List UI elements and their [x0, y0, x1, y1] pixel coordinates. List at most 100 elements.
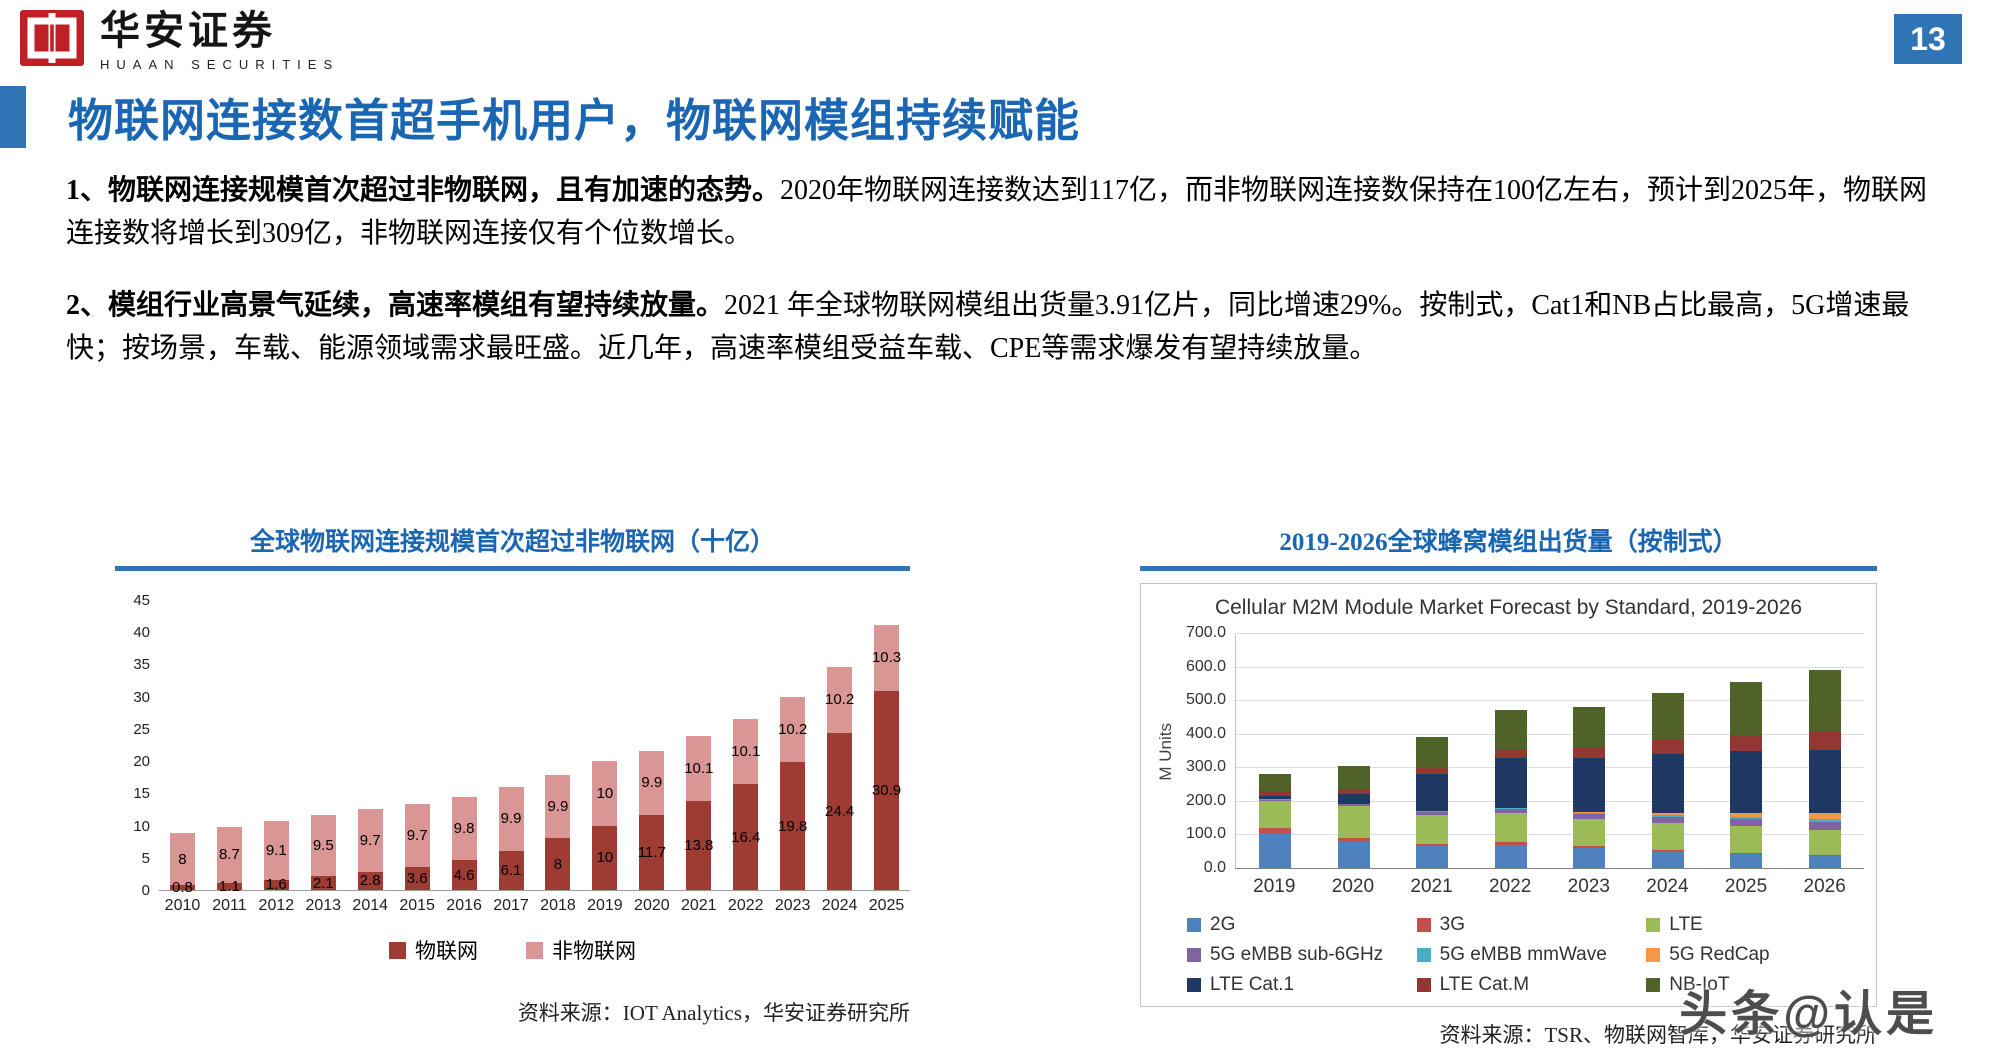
bar-column-2023: 10.2 19.8 — [769, 696, 816, 890]
y-tick: 300.0 — [1185, 758, 1226, 776]
x-tick: 2019 — [587, 897, 623, 914]
bar-segment — [1808, 821, 1841, 831]
bar-segment: 9.7 — [404, 804, 430, 867]
bar-value-label: 8.7 — [218, 846, 240, 864]
bar-segment: 1.6 — [263, 876, 289, 894]
bar-segment — [1651, 693, 1684, 741]
bar-column-2020: 9.9 11.7 — [628, 750, 675, 890]
bar-column-2024: 10.2 24.4 — [816, 667, 863, 890]
bar-segment — [1416, 774, 1449, 812]
paragraph-1-lead: 1、物联网连接规模首次超过非物联网，且有加速的态势。 — [66, 175, 781, 206]
bar-column-2011: 8.7 1.1 — [206, 826, 253, 894]
bar-column-2019: 10 10 — [581, 761, 628, 890]
legend-label: 5G eMBB mmWave — [1439, 944, 1607, 965]
bar-stack — [1730, 681, 1763, 868]
bar-segment: 10.1 — [684, 736, 713, 802]
bar-value-label: 1.1 — [218, 877, 240, 895]
legend-item: LTE Cat.1 — [1187, 974, 1417, 996]
bar-value-label: 9.8 — [453, 820, 475, 838]
legend-item: LTE — [1646, 914, 1830, 936]
bar-segment — [1337, 793, 1370, 804]
bar-stack — [1494, 710, 1527, 868]
legend-item: NB-IoT — [1646, 974, 1830, 996]
legend-swatch — [526, 941, 543, 959]
bar-value-label: 10.2 — [825, 691, 855, 709]
x-tick: 2017 — [493, 897, 529, 914]
bar-segment — [1651, 812, 1684, 815]
y-tick: 15 — [133, 785, 150, 803]
x-tick: 2022 — [1489, 876, 1532, 897]
bar-segment — [1416, 814, 1449, 844]
bar-column-2024 — [1629, 693, 1708, 868]
legend-label: 5G RedCap — [1669, 944, 1770, 965]
module-chart-inner-title: Cellular M2M Module Market Forecast by S… — [1214, 596, 1803, 619]
iot-chart-title: 全球物联网连接规模首次超过非物联网（十亿） — [249, 529, 775, 556]
bar-segment — [1494, 749, 1527, 758]
bar-stack — [1808, 669, 1841, 868]
bar-segment: 13.8 — [684, 801, 713, 890]
legend-swatch — [1187, 918, 1201, 932]
y-tick: 100.0 — [1185, 825, 1226, 843]
legend-swatch — [1416, 948, 1431, 962]
bar-segment — [1416, 812, 1449, 815]
x-tick: 2014 — [352, 897, 389, 914]
bar-segment: 2.8 — [357, 871, 383, 890]
bar-segment — [1259, 799, 1292, 800]
legend-label: 5G eMBB sub-6GHz — [1210, 944, 1384, 965]
bar-segment — [1494, 808, 1527, 810]
y-tick: 700.0 — [1185, 624, 1226, 641]
bar-segment: 3.6 — [404, 866, 430, 890]
bar-segment: 8.7 — [216, 826, 242, 883]
bar-segment — [1416, 846, 1449, 868]
bar-column-2023 — [1550, 706, 1629, 868]
bar-segment — [1573, 706, 1606, 748]
x-tick: 2019 — [1253, 876, 1296, 897]
y-tick: 35 — [133, 656, 150, 674]
iot-chart-bars: 8 0.8 8.7 1.1 9.1 1.6 9.5 2.1 9.7 2.8 9.7 3.6 9.8 4.6… — [159, 601, 910, 895]
x-tick: 2025 — [868, 897, 905, 914]
bar-stack — [1651, 693, 1684, 868]
gridline — [1236, 800, 1864, 802]
bar-segment — [1494, 809, 1527, 814]
paragraph-2-lead: 2、模组行业高景气延续，高速率模组有望持续放量。 — [66, 290, 725, 322]
bar-stack: 10 10 — [592, 761, 618, 890]
bar-segment: 24.4 — [825, 732, 854, 890]
x-tick: 2018 — [540, 897, 576, 914]
bar-segment — [1808, 749, 1841, 814]
bar-segment — [1494, 757, 1527, 808]
page-title: 物联网连接数首超手机用户，物联网模组持续赋能 — [68, 95, 1081, 146]
bar-column-2025 — [1707, 681, 1786, 868]
legend-swatch — [1416, 918, 1431, 932]
bar-segment — [1573, 813, 1606, 820]
bar-segment — [1730, 826, 1763, 853]
brand-logo: 华安证券 HUAAN SECURITIES — [20, 10, 339, 72]
bar-segment: 6.1 — [498, 850, 524, 890]
brand-text: 华安证券 HUAAN SECURITIES — [100, 10, 339, 73]
bar-column-2010: 8 0.8 — [159, 833, 206, 895]
bar-value-label: 16.4 — [731, 828, 761, 846]
bar-stack: 9.7 2.8 — [357, 809, 383, 890]
bar-stack: 10.2 24.4 — [825, 667, 855, 890]
y-tick: 25 — [133, 720, 150, 738]
bar-segment: 1.1 — [216, 879, 242, 894]
bar-column-2013: 9.5 2.1 — [300, 815, 347, 892]
bar-stack: 9.8 4.6 — [451, 797, 477, 890]
bar-segment: 9.1 — [263, 821, 289, 880]
legend-item: 非物联网 — [526, 935, 636, 965]
bar-stack: 10.3 30.9 — [872, 624, 901, 890]
bar-segment — [1808, 830, 1841, 856]
bar-segment — [1337, 804, 1370, 806]
bar-segment — [1730, 735, 1763, 751]
bar-column-2014: 9.7 2.8 — [347, 809, 394, 890]
bar-segment: 10 — [592, 825, 618, 890]
bar-value-label: 1.6 — [265, 876, 287, 894]
bar-segment — [1337, 765, 1370, 789]
bar-value-label: 2.1 — [312, 874, 334, 892]
y-tick: 10 — [133, 817, 150, 835]
watermark: 头条@认是 — [1679, 988, 1938, 1041]
bar-stack: 10.1 13.8 — [684, 736, 713, 890]
y-tick: 45 — [133, 592, 150, 609]
iot-chart-xaxis: 2010 2011 2012 2013 2014 2015 2016 2017 2018 2019… — [159, 897, 910, 915]
legend-item: 5G eMBB mmWave — [1416, 944, 1647, 966]
legend-swatch — [1187, 948, 1201, 962]
